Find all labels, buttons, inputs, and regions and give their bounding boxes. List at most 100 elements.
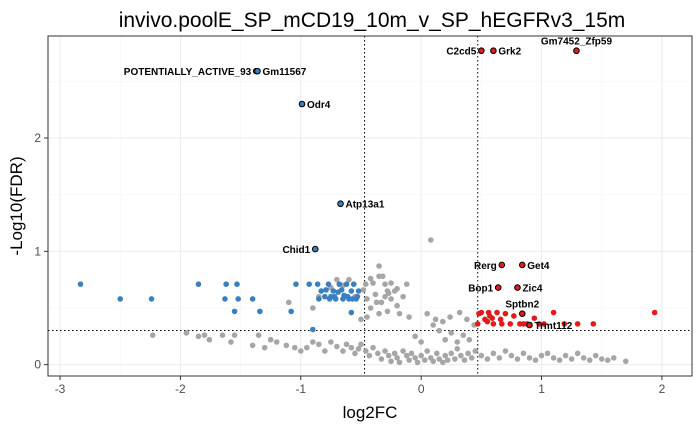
nonsignificant-point [373,299,380,306]
nonsignificant-point [149,332,156,339]
down-point [349,296,356,302]
nonsignificant-point [444,357,451,363]
nonsignificant-point [538,352,545,359]
nonsignificant-point [412,333,418,340]
nonsignificant-point [468,355,475,361]
nonsignificant-point [403,281,410,288]
down-point [326,296,333,302]
gene-label: POTENTIALLY_ACTIVE_93 [124,67,252,78]
nonsignificant-point [310,339,316,345]
down-point [348,288,355,294]
up-point [531,315,538,322]
up-point [476,310,482,317]
nonsignificant-point [478,352,485,359]
x-tick-label: -1 [295,382,306,396]
nonsignificant-point [454,339,461,345]
nonsignificant-point [418,352,424,359]
nonsignificant-point [408,350,415,357]
nonsignificant-point [219,332,226,339]
x-tick-label: 1 [538,382,545,396]
chart-title: invivo.poolE_SP_mCD19_10m_v_SP_hEGFRv3_1… [119,9,626,32]
down-point [288,308,294,315]
nonsignificant-point [322,348,328,354]
down-point [335,289,341,295]
y-tick-label: 1 [34,244,41,258]
nonsignificant-point [490,350,497,357]
nonsignificant-point [406,357,412,363]
up-point [550,309,557,316]
nonsignificant-point [297,348,304,354]
nonsignificant-point [334,276,340,283]
nonsignificant-point [316,341,322,348]
nonsignificant-point [464,316,470,323]
nonsignificant-point [412,355,418,361]
nonsignificant-point [370,344,376,351]
down-point [235,296,241,302]
nonsignificant-point [376,310,382,317]
nonsignificant-point [231,332,238,339]
nonsignificant-point [622,358,629,365]
gene-label: Atp13a1 [346,200,385,211]
nonsignificant-point [362,348,369,354]
down-point [354,293,361,300]
nonsignificant-point [434,350,440,357]
data-points [77,237,658,366]
down-point [223,281,229,288]
labeled-point [573,47,580,55]
nonsignificant-point [370,280,376,286]
up-point [561,321,568,327]
up-point [520,321,527,327]
nonsignificant-point [610,355,617,361]
nonsignificant-point [352,350,358,357]
nonsignificant-point [195,333,202,340]
up-point [590,321,597,327]
up-point [651,309,658,316]
nonsignificant-point [574,350,581,357]
nonsignificant-point [201,332,208,339]
gene-label: C2cd5 [446,47,476,58]
nonsignificant-point [362,281,369,288]
nonsignificant-point [508,352,515,359]
down-point [322,293,328,300]
nonsignificant-point [376,263,382,269]
down-point [323,287,329,293]
nonsignificant-point [378,356,385,362]
nonsignificant-point [526,355,533,361]
up-point [499,321,505,327]
nonsignificant-point [396,359,403,366]
nonsignificant-point [514,356,521,362]
nonsignificant-point [228,339,234,345]
down-point [257,308,263,315]
nonsignificant-point [440,318,446,325]
labeled-point [298,100,306,108]
up-point [536,321,542,327]
labeled-point [490,47,497,55]
y-tick-label: 2 [34,131,41,145]
labeled-point [337,200,344,208]
down-point [318,288,325,294]
down-point [314,281,321,288]
up-point [484,318,491,325]
nonsignificant-point [427,237,434,243]
nonsignificant-point [384,308,391,315]
nonsignificant-point [366,352,373,359]
labeled-point [254,67,261,75]
nonsignificant-point [436,327,443,334]
nonsignificant-point [447,314,453,320]
nonsignificant-point [502,348,509,354]
nonsignificant-point [382,281,388,288]
nonsignificant-point [360,287,367,293]
gene-label: Grk2 [498,47,521,58]
nonsignificant-point [421,357,428,363]
nonsignificant-point [334,343,340,350]
nonsignificant-point [436,356,443,362]
down-point [350,281,357,288]
nonsignificant-point [448,330,455,336]
nonsignificant-point [430,322,436,328]
down-point [234,281,240,288]
nonsignificant-point [440,359,446,366]
nonsignificant-point [424,348,430,354]
nonsignificant-point [496,355,503,361]
nonsignificant-point [388,296,394,302]
labeled-point [518,261,526,269]
